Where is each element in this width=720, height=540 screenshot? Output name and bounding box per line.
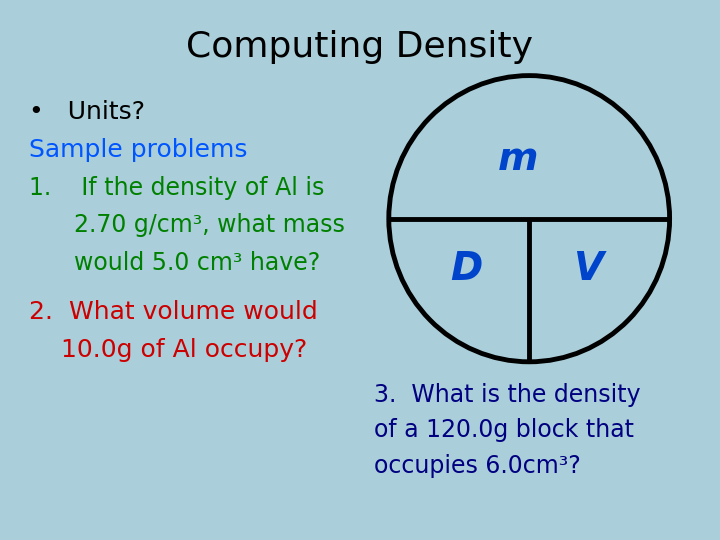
Text: m: m <box>498 140 539 178</box>
Text: Sample problems: Sample problems <box>29 138 247 161</box>
Text: V: V <box>573 250 603 288</box>
Text: 2.  What volume would: 2. What volume would <box>29 300 318 323</box>
Text: 1.    If the density of Al is: 1. If the density of Al is <box>29 176 324 199</box>
Ellipse shape <box>389 76 670 362</box>
Text: occupies 6.0cm³?: occupies 6.0cm³? <box>374 454 581 477</box>
Text: D: D <box>450 250 482 288</box>
Text: Computing Density: Computing Density <box>186 30 534 64</box>
Text: 10.0g of Al occupy?: 10.0g of Al occupy? <box>29 338 307 361</box>
Text: 3.  What is the density: 3. What is the density <box>374 383 641 407</box>
Text: would 5.0 cm³ have?: would 5.0 cm³ have? <box>29 251 320 275</box>
Text: of a 120.0g block that: of a 120.0g block that <box>374 418 634 442</box>
Text: •   Units?: • Units? <box>29 100 145 124</box>
Text: 2.70 g/cm³, what mass: 2.70 g/cm³, what mass <box>29 213 345 237</box>
